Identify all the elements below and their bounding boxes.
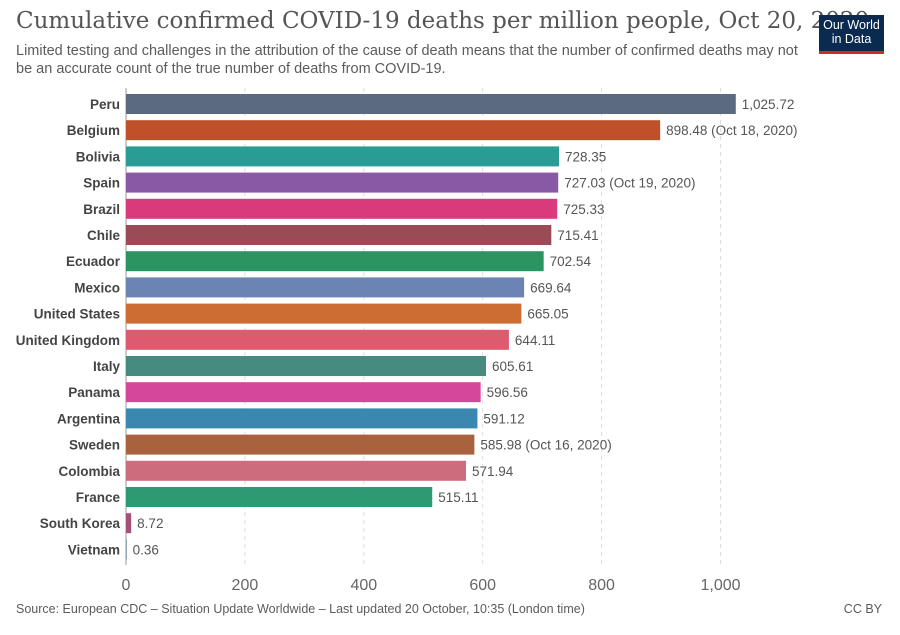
value-label: 715.41 bbox=[557, 228, 598, 243]
category-label: Sweden bbox=[69, 438, 120, 453]
bar bbox=[126, 539, 127, 560]
bar bbox=[126, 408, 478, 429]
value-label: 644.11 bbox=[515, 333, 555, 348]
bar bbox=[126, 513, 132, 534]
category-label: Italy bbox=[93, 359, 121, 374]
category-label: Chile bbox=[87, 228, 120, 243]
bar bbox=[126, 251, 544, 272]
x-tick-label: 1,000 bbox=[700, 577, 740, 594]
bar bbox=[126, 303, 522, 324]
category-label: Ecuador bbox=[66, 254, 121, 269]
bar bbox=[126, 329, 509, 350]
bar bbox=[126, 277, 525, 298]
value-label: 1,025.72 bbox=[742, 97, 795, 112]
bar bbox=[126, 146, 560, 167]
bar bbox=[126, 172, 559, 193]
category-label: Peru bbox=[90, 97, 120, 112]
category-label: United Kingdom bbox=[16, 333, 120, 348]
bar-chart: 0 200 400 600 800 1,000 Peru 1,025.72 Belgium 898… bbox=[16, 88, 797, 594]
bar bbox=[126, 487, 433, 507]
category-label: Brazil bbox=[83, 202, 120, 217]
chart-title: Cumulative confirmed COVID-19 deaths per… bbox=[16, 8, 870, 34]
bar bbox=[126, 94, 736, 114]
category-label: Belgium bbox=[67, 123, 120, 138]
x-tick-label: 400 bbox=[350, 577, 377, 594]
bar bbox=[126, 198, 558, 219]
bar bbox=[126, 434, 475, 455]
value-label: 669.64 bbox=[530, 280, 572, 295]
bar bbox=[126, 460, 467, 481]
logo-line-1: Our World bbox=[823, 18, 880, 32]
category-label: Colombia bbox=[58, 464, 120, 479]
category-label: Bolivia bbox=[76, 149, 121, 164]
category-label: Mexico bbox=[74, 280, 120, 295]
license-label[interactable]: CC BY bbox=[843, 602, 882, 616]
x-tick-label: 0 bbox=[122, 577, 131, 594]
value-label: 515.11 bbox=[438, 490, 478, 505]
category-label: France bbox=[76, 490, 121, 505]
x-tick-label: 200 bbox=[232, 577, 259, 594]
value-label: 585.98 (Oct 16, 2020) bbox=[480, 438, 611, 453]
value-label: 665.05 bbox=[527, 307, 568, 322]
x-tick-label: 800 bbox=[588, 577, 615, 594]
category-label: Argentina bbox=[57, 411, 120, 426]
value-label: 725.33 bbox=[563, 202, 604, 217]
value-label: 728.35 bbox=[565, 149, 606, 164]
category-label: Vietnam bbox=[68, 542, 120, 557]
value-label: 898.48 (Oct 18, 2020) bbox=[666, 123, 797, 138]
bar bbox=[126, 356, 487, 376]
bar bbox=[126, 120, 661, 141]
category-label: Panama bbox=[68, 385, 120, 400]
value-label: 8.72 bbox=[137, 516, 163, 531]
category-label: South Korea bbox=[40, 516, 121, 531]
x-tick-label: 600 bbox=[469, 577, 496, 594]
category-label: United States bbox=[34, 307, 120, 322]
value-label: 727.03 (Oct 19, 2020) bbox=[564, 176, 695, 191]
logo-line-2: in Data bbox=[831, 32, 872, 46]
category-label: Spain bbox=[83, 176, 120, 191]
value-label: 0.36 bbox=[133, 542, 159, 557]
chart-subtitle: Limited testing and challenges in the at… bbox=[16, 43, 798, 77]
value-label: 702.54 bbox=[550, 254, 592, 269]
source-note[interactable]: Source: European CDC – Situation Update … bbox=[16, 602, 585, 616]
value-label: 591.12 bbox=[483, 411, 524, 426]
value-label: 596.56 bbox=[487, 385, 528, 400]
owid-logo[interactable]: Our World in Data bbox=[819, 15, 884, 54]
bar bbox=[126, 225, 552, 245]
value-label: 605.61 bbox=[492, 359, 533, 374]
value-label: 571.94 bbox=[472, 464, 514, 479]
bar bbox=[126, 382, 481, 403]
